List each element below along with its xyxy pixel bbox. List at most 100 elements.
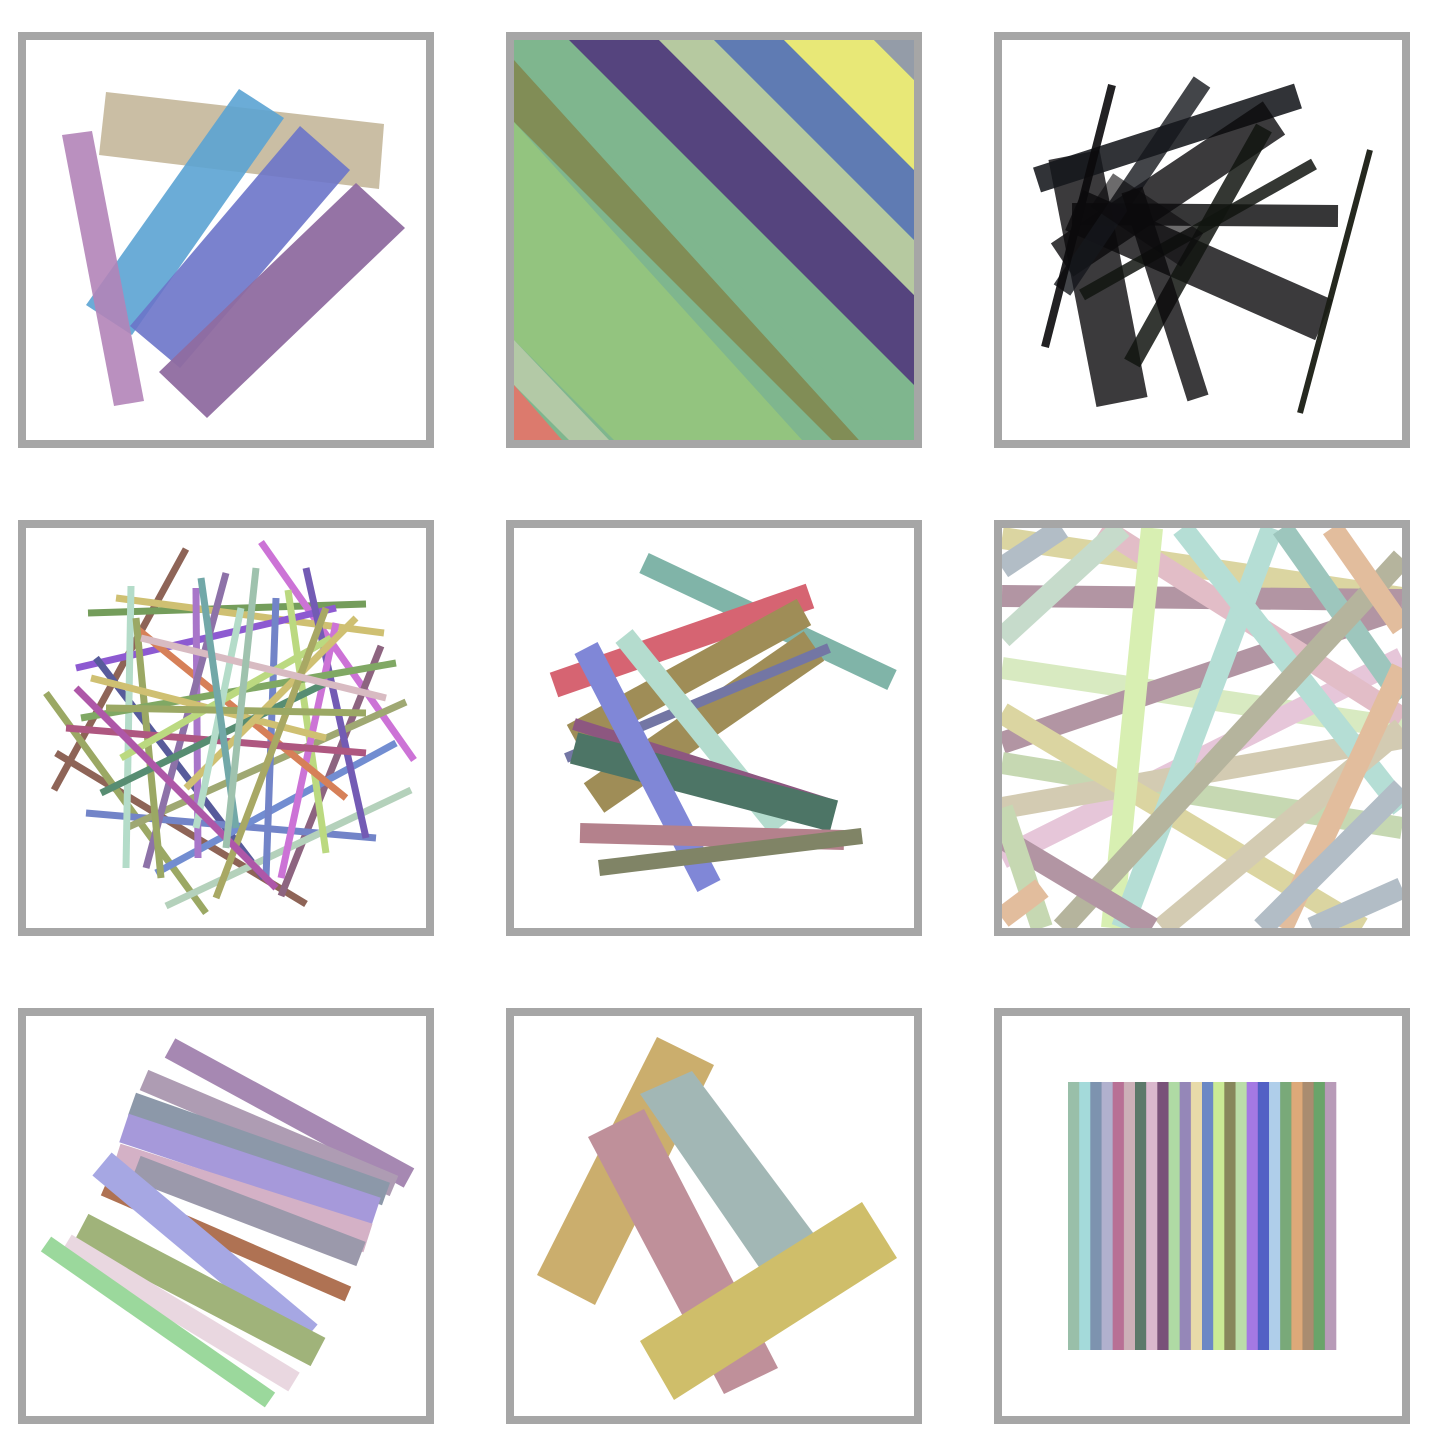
stick (50, 547, 190, 792)
bar (1090, 173, 1204, 267)
stick (140, 634, 387, 702)
stick (105, 704, 367, 717)
bar (1041, 84, 1116, 348)
band (874, 40, 914, 80)
stick (132, 617, 165, 879)
stripe (1002, 804, 1053, 928)
stripe (1235, 1082, 1247, 1350)
bar (1065, 189, 1333, 341)
stick (122, 585, 135, 869)
panel-1-bars (62, 89, 405, 418)
stripe (1101, 1082, 1113, 1350)
stripe (1269, 1082, 1281, 1350)
bar (92, 1152, 318, 1348)
band (659, 40, 914, 295)
bar (73, 1213, 326, 1367)
stick (73, 685, 279, 891)
panel-3 (994, 32, 1410, 448)
stripe (1123, 1082, 1136, 1350)
bar (640, 1202, 897, 1400)
stripe (1257, 1082, 1270, 1350)
stripe (1190, 1082, 1203, 1350)
panel-9-stripes (1068, 1082, 1337, 1350)
bar (60, 1234, 300, 1392)
panel-3-bars (1033, 76, 1373, 414)
bar (119, 1113, 381, 1227)
panel-3-canvas (1033, 76, 1373, 414)
panel-4 (18, 520, 434, 936)
stripe (1179, 1082, 1192, 1350)
panel-4-canvas (43, 539, 417, 916)
stick (258, 539, 417, 763)
stripe (1213, 1082, 1225, 1350)
band (514, 60, 894, 440)
panel-2-bands (514, 40, 914, 440)
panel-7-bars (40, 1038, 415, 1408)
bar (1124, 123, 1272, 368)
stripe (1322, 528, 1402, 635)
stripe (1002, 879, 1049, 927)
stick (183, 615, 359, 791)
bar (40, 1236, 276, 1408)
stripe (1002, 528, 1130, 647)
panel-9 (994, 1008, 1410, 1424)
stripe (1313, 1082, 1326, 1350)
band (714, 40, 914, 240)
panel-9-canvas (1068, 1082, 1337, 1350)
panel-5-bars (549, 553, 897, 892)
bar (569, 732, 839, 832)
panel-6-canvas (1002, 528, 1402, 928)
panel-7 (18, 1008, 434, 1424)
panel-5 (506, 520, 922, 936)
bar (164, 1038, 415, 1188)
stripe (1068, 1082, 1080, 1350)
panel-5-canvas (549, 553, 897, 892)
bar (1297, 149, 1373, 414)
stripe (1202, 1082, 1214, 1350)
stripe (1090, 1082, 1102, 1350)
bar (62, 131, 144, 406)
bar (598, 828, 863, 876)
stripe (1168, 1082, 1180, 1350)
band (514, 385, 562, 440)
stripe (1291, 1082, 1303, 1350)
bar (131, 1155, 366, 1267)
panel-8-bars (537, 1037, 897, 1400)
stick (87, 600, 367, 617)
band (514, 122, 802, 440)
stripe (1157, 1082, 1169, 1350)
panel-1-canvas (62, 89, 405, 418)
panel-6-stripes (1002, 528, 1402, 928)
stripe (1135, 1082, 1147, 1350)
stripe (1246, 1082, 1259, 1350)
stick (277, 644, 385, 898)
bar (127, 1092, 391, 1206)
bar (574, 642, 721, 892)
stripe (1324, 1082, 1337, 1350)
stripe (1053, 550, 1402, 928)
bar (139, 1069, 399, 1197)
panel-2-canvas (514, 40, 914, 440)
panel-6 (994, 520, 1410, 936)
band (784, 40, 914, 170)
panel-2 (506, 32, 922, 448)
stick (284, 589, 330, 854)
stick (222, 567, 260, 849)
stripe (1280, 1082, 1292, 1350)
stripe (1002, 528, 1069, 578)
panel-1 (18, 32, 434, 448)
bar (159, 183, 405, 418)
stripe (1146, 1082, 1158, 1350)
bar (130, 126, 350, 368)
stick (302, 567, 370, 839)
stripe (1224, 1082, 1236, 1350)
bar (86, 89, 284, 335)
panel-7-canvas (40, 1038, 415, 1408)
stripe (1307, 877, 1402, 928)
panel-4-sticks (43, 539, 417, 916)
stripe (1079, 1082, 1091, 1350)
stripe (1112, 1082, 1125, 1350)
stripe (1002, 648, 1402, 868)
stripe (1254, 780, 1402, 928)
